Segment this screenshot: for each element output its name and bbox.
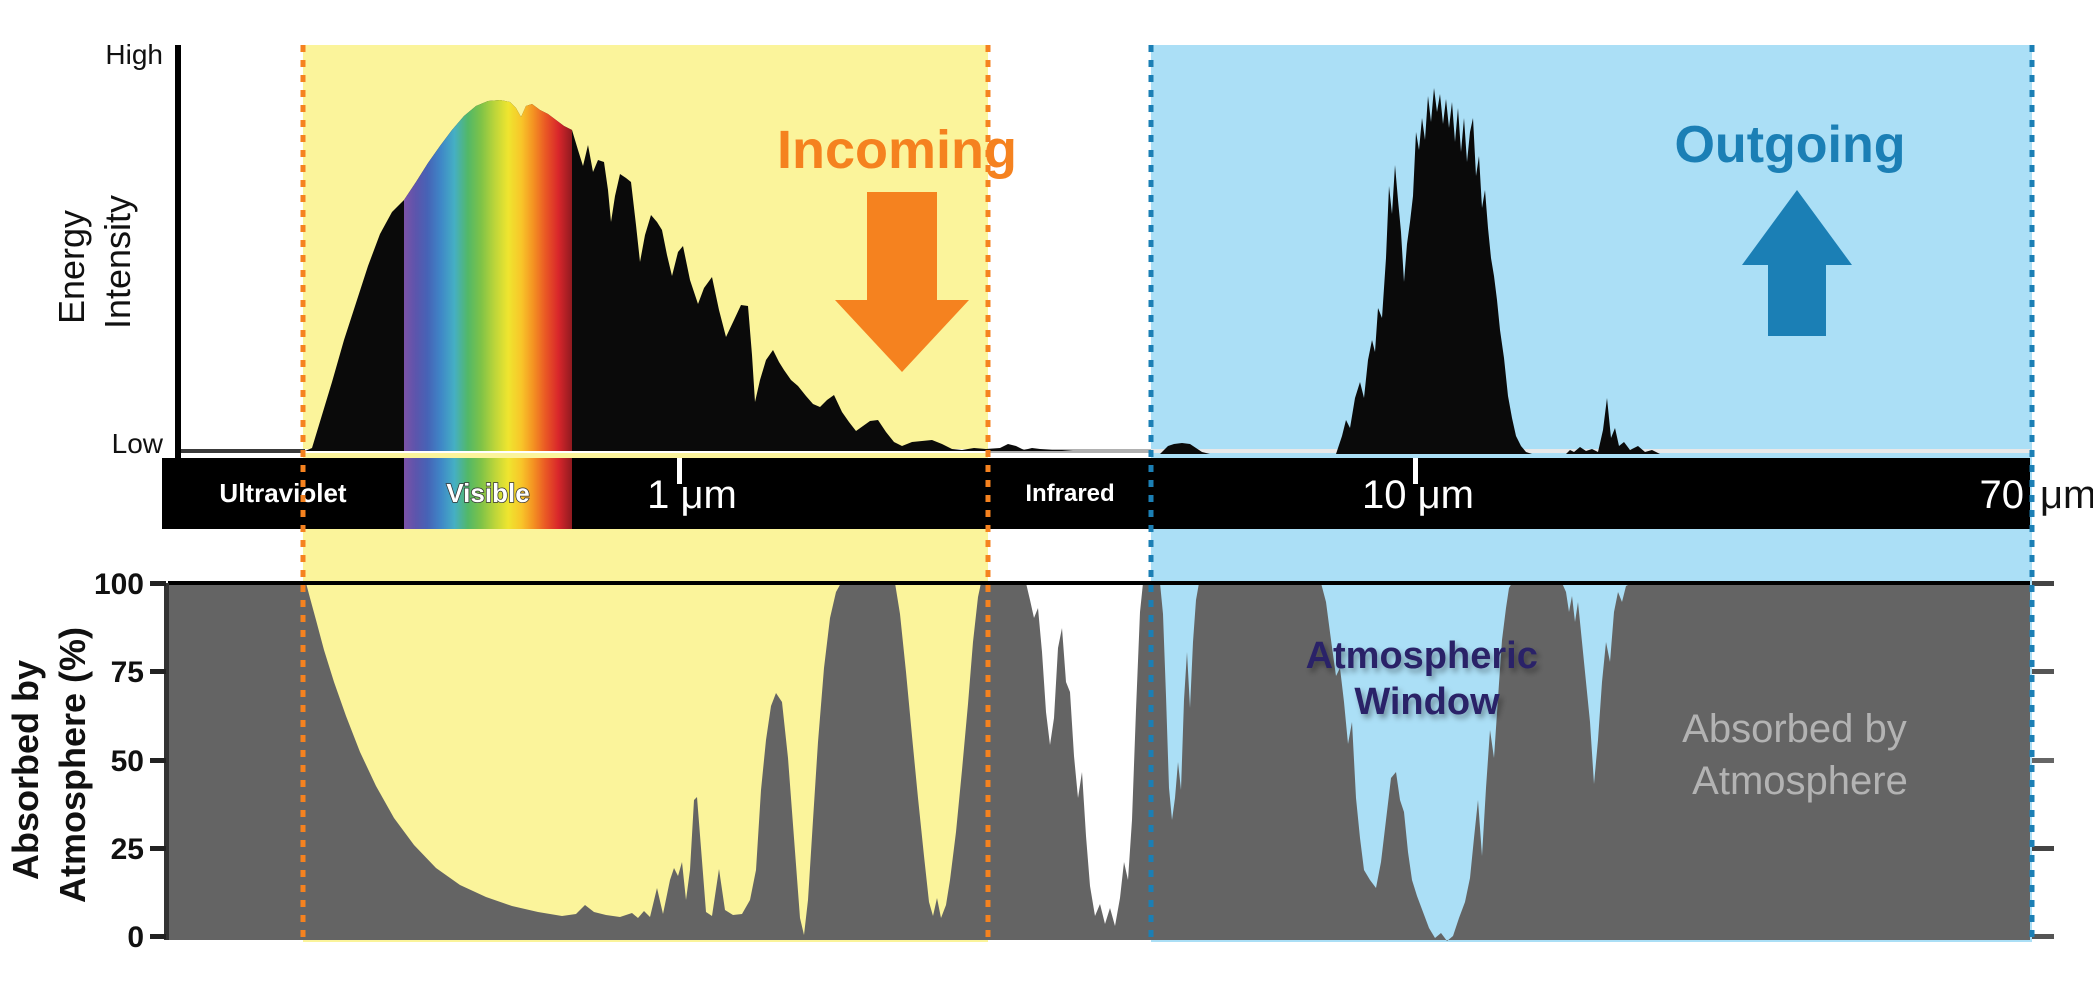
incoming-label: Incoming bbox=[777, 120, 1017, 180]
outgoing-annotation: Outgoing bbox=[1674, 116, 1906, 336]
absorbed-by-atmosphere-label: Absorbed by Atmosphere bbox=[1682, 707, 1918, 803]
energy-axis-title: Energy Intensity bbox=[51, 195, 138, 329]
atmospheric-window-label: Atmospheric Window bbox=[1306, 635, 1549, 723]
tick-70-unit-label: μm bbox=[2040, 473, 2093, 517]
tick-70-label: 70 bbox=[1980, 473, 2025, 517]
visible-band-label: Visible bbox=[446, 478, 529, 508]
absorption-spectrum-area bbox=[168, 583, 2030, 941]
tick-1um-label: 1 μm bbox=[647, 473, 737, 517]
infrared-band-label: Infrared bbox=[1025, 480, 1114, 507]
ultraviolet-band-label: Ultraviolet bbox=[219, 478, 346, 508]
incoming-annotation: Incoming bbox=[777, 120, 1017, 372]
visible-light-rainbow-in-curve bbox=[404, 100, 572, 451]
absorption-100pct-line bbox=[168, 581, 2030, 585]
outgoing-thermal-spectrum-curve bbox=[1160, 88, 1660, 454]
wavelength-bar: Ultraviolet Visible Infrared 1 μm 10 μm … bbox=[162, 458, 2093, 529]
incoming-solar-spectrum-curve bbox=[305, 100, 1073, 451]
tick-1um bbox=[677, 458, 682, 484]
ytick-0: 0 bbox=[127, 921, 144, 954]
tick-10um-label: 10 μm bbox=[1362, 473, 1474, 517]
outgoing-arrow-icon bbox=[1742, 190, 1852, 336]
absorption-axis: 100 75 50 25 0 Absorbed by Atmosphere (%… bbox=[5, 568, 2054, 954]
visible-band-rainbow bbox=[404, 458, 572, 529]
tick-10um bbox=[1413, 458, 1418, 484]
outgoing-label: Outgoing bbox=[1674, 116, 1905, 174]
absorption-axis-title: Absorbed by Atmosphere (%) bbox=[5, 627, 93, 903]
incoming-arrow-icon bbox=[835, 192, 969, 372]
ytick-100: 100 bbox=[94, 568, 144, 601]
ytick-50: 50 bbox=[111, 745, 144, 778]
energy-axis-low-label: Low bbox=[112, 428, 164, 459]
ytick-75: 75 bbox=[111, 656, 144, 689]
ytick-25: 25 bbox=[111, 833, 144, 866]
energy-intensity-axis: High Low Energy Intensity bbox=[51, 39, 181, 459]
energy-axis-high-label: High bbox=[105, 39, 163, 70]
